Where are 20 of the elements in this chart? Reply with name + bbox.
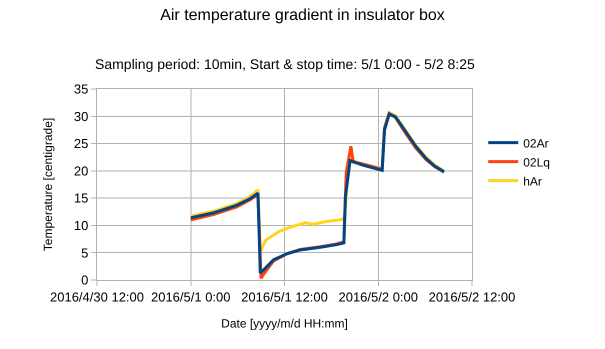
x-tick-label: 2016/4/30 12:00	[50, 290, 144, 305]
y-tick-label: 20	[74, 163, 88, 178]
legend-label: 02Ar	[523, 136, 549, 150]
y-tick-label: 25	[74, 136, 88, 152]
x-tick-label: 2016/5/1 12:00	[241, 290, 328, 305]
y-tick-label: 10	[74, 218, 88, 233]
x-axis-title: Date [yyyy/m/d HH:mm]	[221, 316, 348, 330]
y-tick-label: 15	[74, 190, 88, 206]
x-tick-label: 2016/5/2 0:00	[338, 290, 418, 305]
legend-label: 02Lq	[523, 155, 550, 170]
chart-subtitle: Sampling period: 10min, Start & stop time: 5/1 0:00 - 5/2 8:25	[95, 56, 475, 72]
y-tick-label: 0	[81, 272, 88, 288]
x-tick-label: 2016/5/2 12:00	[428, 290, 516, 305]
chart-title: Air temperature gradient in insulator box	[160, 6, 445, 24]
y-axis-title: Temperature [centigrade]	[41, 118, 56, 252]
y-tick-label: 35	[74, 82, 88, 97]
x-tick-label: 2016/5/1 0:00	[150, 290, 231, 305]
y-tick-label: 5	[81, 245, 88, 260]
legend-label: hAr	[523, 174, 542, 188]
y-tick-label: 30	[74, 108, 88, 124]
